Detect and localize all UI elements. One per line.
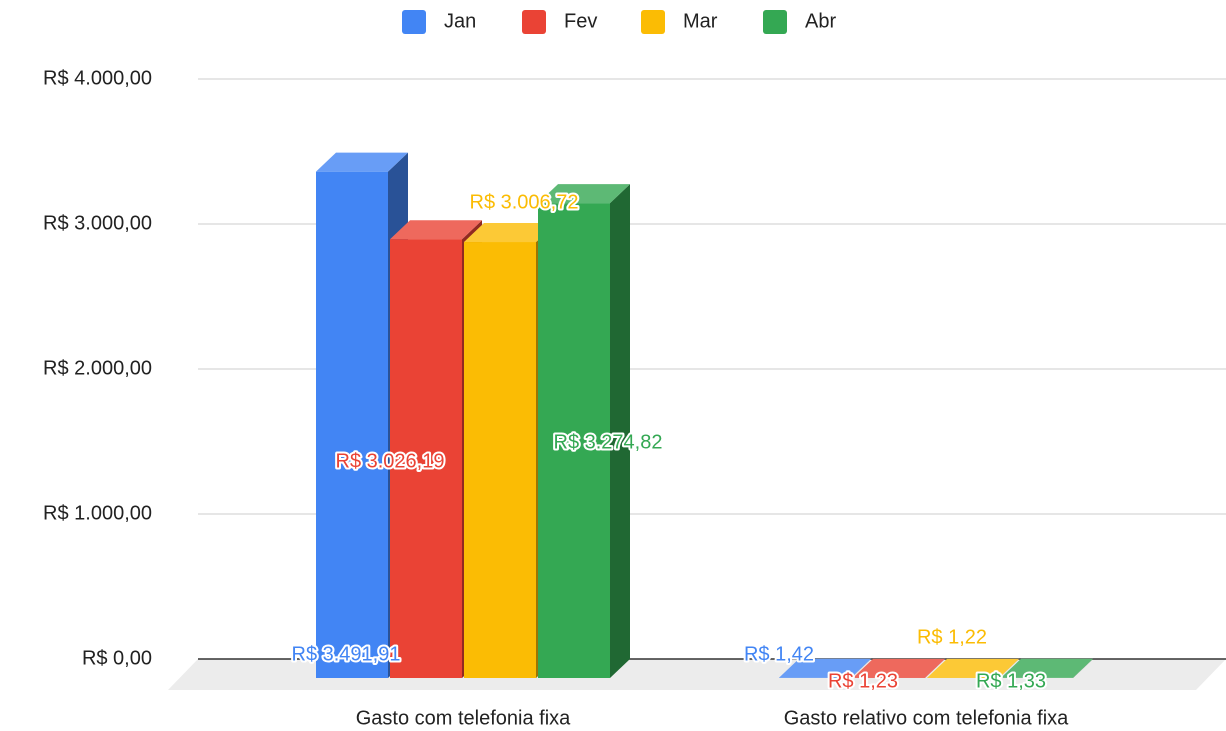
bar-side [610, 184, 630, 678]
data-label: R$ 3.274,82 [554, 431, 663, 453]
data-label: R$ 3.026,19 [336, 450, 445, 472]
bar-side [999, 658, 1019, 678]
data-label: R$ 1,23 [828, 670, 898, 692]
legend-label: Fev [564, 10, 597, 32]
data-label: R$ 1,33 [976, 670, 1046, 692]
legend-swatch [763, 10, 787, 34]
y-tick-label: R$ 0,00 [82, 647, 152, 669]
legend-swatch [641, 10, 665, 34]
legend-label: Abr [805, 10, 836, 32]
data-label: R$ 3.491,91 [292, 643, 401, 665]
legend-label: Mar [683, 10, 718, 32]
y-tick-label: R$ 2.000,00 [43, 357, 152, 379]
legend-swatch [522, 10, 546, 34]
x-tick-label: Gasto relativo com telefonia fixa [784, 707, 1069, 729]
bar [390, 239, 462, 678]
legend-label: Jan [444, 10, 476, 32]
data-label: R$ 1,22 [917, 626, 987, 648]
legend-swatch [402, 10, 426, 34]
data-label: R$ 3.006,72 [470, 191, 579, 213]
bar-side [1073, 658, 1093, 678]
bar-top [316, 152, 408, 172]
y-tick-label: R$ 1.000,00 [43, 502, 152, 524]
bar-top [1001, 658, 1093, 678]
bar-top [779, 658, 871, 678]
bar [538, 203, 610, 678]
y-tick-label: R$ 3.000,00 [43, 212, 152, 234]
bar-top [853, 658, 945, 678]
bar-top [464, 223, 556, 243]
x-tick-label: Gasto com telefonia fixa [356, 707, 571, 729]
bar-side [851, 658, 871, 678]
bar [464, 242, 536, 678]
data-label: R$ 1,42 [744, 643, 814, 665]
bar-side [925, 658, 945, 678]
bar-top [927, 658, 1019, 678]
y-tick-label: R$ 4.000,00 [43, 67, 152, 89]
bar [316, 171, 388, 679]
bar-top [390, 220, 482, 240]
bar-top [538, 184, 630, 204]
